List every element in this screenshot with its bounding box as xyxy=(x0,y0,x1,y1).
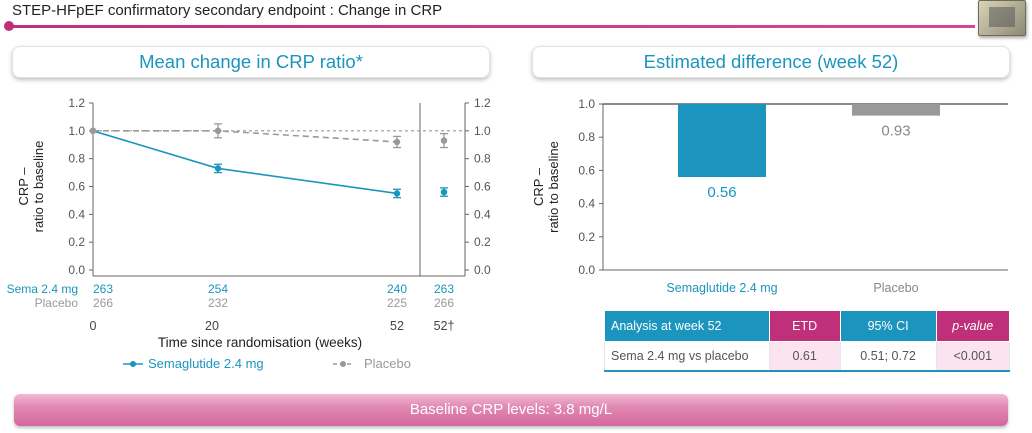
header-divider xyxy=(10,25,975,28)
y-axis-label-line: CRP – xyxy=(16,167,31,206)
at-risk-value: 266 xyxy=(434,296,454,310)
y-tick-label: 0.2 xyxy=(68,235,85,249)
table-header-etd: ETD xyxy=(768,310,841,342)
data-point xyxy=(393,138,401,146)
series-line xyxy=(93,130,398,143)
table-cell-pvalue: <0.001 xyxy=(935,341,1011,372)
bar-value-label: 0.56 xyxy=(707,184,736,201)
at-risk-label: Placebo xyxy=(35,296,79,310)
x-tick-label: 20 xyxy=(205,319,219,333)
category-label: Placebo xyxy=(873,281,918,295)
x-axis-label: Time since randomisation (weeks) xyxy=(158,335,362,350)
data-point-final xyxy=(440,188,448,196)
y-axis-label-line: ratio to baseline xyxy=(31,141,46,233)
bar xyxy=(678,104,766,178)
at-risk-value: 263 xyxy=(93,282,113,296)
table-header-ci: 95% CI xyxy=(839,310,937,342)
series-line xyxy=(92,130,398,195)
at-risk-value: 254 xyxy=(208,282,228,296)
y-tick-label: 0.8 xyxy=(578,130,595,144)
y-axis-label: CRP –ratio to baseline xyxy=(16,141,46,233)
data-point xyxy=(89,127,97,135)
table-header-analysis: Analysis at week 52 xyxy=(604,310,770,342)
data-point-final xyxy=(440,137,448,144)
legend-marker-placebo xyxy=(340,361,346,367)
at-risk-value: 263 xyxy=(434,282,454,296)
table-header-pvalue: p-value xyxy=(935,310,1011,342)
table-row: Sema 2.4 mg vs placebo 0.61 0.51; 0.72 <… xyxy=(604,341,1011,372)
y-tick-label: 0.0 xyxy=(578,263,595,277)
baseline-banner: Baseline CRP levels: 3.8 mg/L xyxy=(14,394,1008,426)
data-point xyxy=(393,190,401,197)
y-axis-label-line: ratio to baseline xyxy=(546,141,561,233)
y-tick-label: 0.2 xyxy=(578,230,595,244)
x-tick-label: 52 xyxy=(390,319,404,333)
y-axis-label-line: CRP – xyxy=(531,167,546,206)
y-tick-label: 0.4 xyxy=(68,207,85,221)
at-risk-value: 240 xyxy=(387,282,407,296)
at-risk-value: 266 xyxy=(93,296,113,310)
table-cell-etd: 0.61 xyxy=(768,341,841,372)
table-cell-comparison: Sema 2.4 mg vs placebo xyxy=(604,341,770,372)
legend-label-sema: Semaglutide 2.4 mg xyxy=(148,356,264,371)
y-tick-label: 1.2 xyxy=(68,96,85,110)
left-panel-title: Mean change in CRP ratio* xyxy=(12,46,490,78)
x-tick-label: 0 xyxy=(90,319,97,333)
at-risk-label: Sema 2.4 mg xyxy=(7,282,78,296)
y-tick-label: 1.0 xyxy=(68,124,85,138)
y-tick-label: 0.6 xyxy=(68,180,85,194)
y-tick-label-right: 1.0 xyxy=(474,124,491,138)
header-dot xyxy=(4,21,14,31)
table-header-row: Analysis at week 52 ETD 95% CI p-value xyxy=(604,310,1011,342)
right-panel-title: Estimated difference (week 52) xyxy=(532,46,1010,78)
y-tick-label-right: 0.6 xyxy=(474,180,491,194)
book-logo-icon xyxy=(978,0,1026,36)
page-title: STEP-HFpEF confirmatory secondary endpoi… xyxy=(12,2,443,19)
x-tick-label: 52† xyxy=(434,319,455,333)
legend-label-placebo: Placebo xyxy=(364,356,411,371)
legend-marker-sema xyxy=(130,361,136,367)
bar xyxy=(852,104,940,116)
at-risk-value: 225 xyxy=(387,296,407,310)
data-point xyxy=(214,127,222,135)
at-risk-value: 232 xyxy=(208,296,228,310)
y-tick-label-right: 1.2 xyxy=(474,96,491,110)
y-tick-label: 0.8 xyxy=(68,152,85,166)
category-label: Semaglutide 2.4 mg xyxy=(666,281,777,295)
y-tick-label: 0.4 xyxy=(578,197,595,211)
y-tick-label: 0.6 xyxy=(578,163,595,177)
table-cell-ci: 0.51; 0.72 xyxy=(839,341,937,372)
y-tick-label-right: 0.4 xyxy=(474,207,491,221)
y-tick-label-right: 0.8 xyxy=(474,152,491,166)
y-tick-label: 1.0 xyxy=(578,97,595,111)
data-point xyxy=(214,165,222,172)
y-tick-label-right: 0.0 xyxy=(474,263,491,277)
y-axis-label: CRP –ratio to baseline xyxy=(531,141,561,233)
results-table: Analysis at week 52 ETD 95% CI p-value S… xyxy=(604,310,1011,372)
y-tick-label-right: 0.2 xyxy=(474,235,491,249)
y-tick-label: 0.0 xyxy=(68,263,85,277)
line-chart: 0.0 0.2 0.4 0.6 0.8 1.0 1.2 0.0 0.2 0.4 0.6 0.8 1.0 1… xyxy=(7,96,491,371)
bar-chart: 0.0 0.2 0.4 0.6 0.8 1.0 CRP –ratio to baseline… xyxy=(531,97,1008,295)
bar-value-label: 0.93 xyxy=(881,123,910,140)
